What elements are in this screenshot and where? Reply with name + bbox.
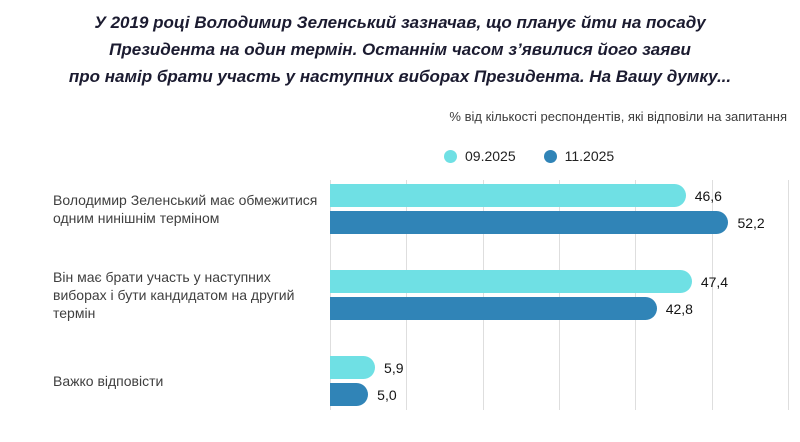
bar-group: 5,9 5,0	[330, 356, 404, 406]
bar-09-2025	[330, 356, 376, 379]
legend-item: 09.2025	[444, 148, 516, 164]
chart-row: Він має брати участь у наступних виборах…	[0, 269, 800, 321]
bar-line: 46,6	[330, 184, 765, 207]
legend-label: 09.2025	[465, 148, 516, 164]
legend-swatch-icon	[543, 149, 557, 163]
category-label: Він має брати участь у наступних виборах…	[53, 269, 295, 321]
legend-item: 11.2025	[543, 148, 615, 164]
bar-09-2025	[330, 270, 692, 293]
bar-group: 47,4 42,8	[330, 270, 728, 320]
category-label: Володимир Зеленський має обмежитися одни…	[53, 192, 318, 226]
bar-group: 46,6 52,2	[330, 184, 765, 234]
legend-swatch-icon	[444, 149, 457, 163]
bar-11-2025	[330, 297, 657, 320]
legend: 09.2025 11.2025	[444, 148, 614, 164]
chart-title: У 2019 році Володимир Зеленський зазнача…	[68, 13, 732, 86]
bar-line: 47,4	[330, 270, 728, 293]
bar-09-2025	[330, 184, 686, 207]
value-label: 47,4	[700, 273, 729, 290]
bar-line: 5,9	[330, 356, 404, 379]
value-label: 5,0	[377, 386, 397, 403]
bar-11-2025	[330, 211, 729, 234]
bar-chart: Володимир Зеленський має обмежитися одни…	[0, 184, 800, 442]
chart-subtitle: % від кількості респондентів, які відпов…	[449, 109, 787, 124]
chart-row: Важко відповісти 5,9 5,0	[0, 356, 800, 406]
bar-line: 52,2	[330, 211, 765, 234]
bar-line: 5,0	[330, 383, 404, 406]
chart-row: Володимир Зеленський має обмежитися одни…	[0, 184, 800, 234]
value-label: 5,9	[384, 359, 404, 376]
value-label: 42,8	[665, 300, 693, 317]
value-label: 52,2	[737, 214, 765, 231]
category-label: Важко відповісти	[53, 373, 164, 389]
legend-label: 11.2025	[564, 148, 615, 164]
bar-line: 42,8	[330, 297, 728, 320]
bar-11-2025	[330, 383, 369, 406]
value-label: 46,6	[694, 187, 722, 204]
